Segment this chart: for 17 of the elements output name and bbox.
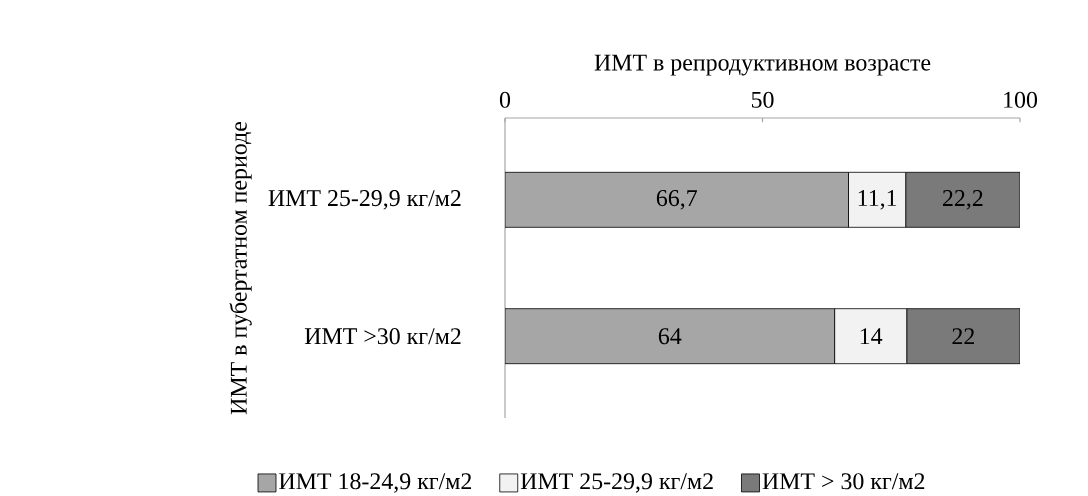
x-tick-label: 50 (751, 91, 774, 108)
x-tick-label: 0 (499, 91, 511, 108)
legend-label: ИМТ > 30 кг/м2 (762, 473, 925, 490)
legend-label: ИМТ 18-24,9 кг/м2 (279, 473, 472, 493)
data-label: 22 (952, 328, 974, 345)
y-axis-title: ИМТ в пубертатном периоде (229, 121, 252, 415)
legend-label: ИМТ 25-29,9 кг/м2 (520, 473, 713, 493)
y-tick-label: ИМТ >30 кг/м2 (304, 328, 461, 345)
x-axis-title: ИМТ в репродуктивном возрасте (594, 54, 931, 76)
data-label: 11,1 (858, 190, 897, 210)
data-label: 66,7 (656, 190, 697, 210)
bar (905, 171, 1021, 228)
data-label: 22,2 (942, 190, 983, 210)
x-tick-label: 100 (1004, 91, 1038, 108)
data-label: 64 (658, 328, 682, 345)
data-label: 14 (860, 328, 883, 345)
bar (906, 308, 1021, 365)
